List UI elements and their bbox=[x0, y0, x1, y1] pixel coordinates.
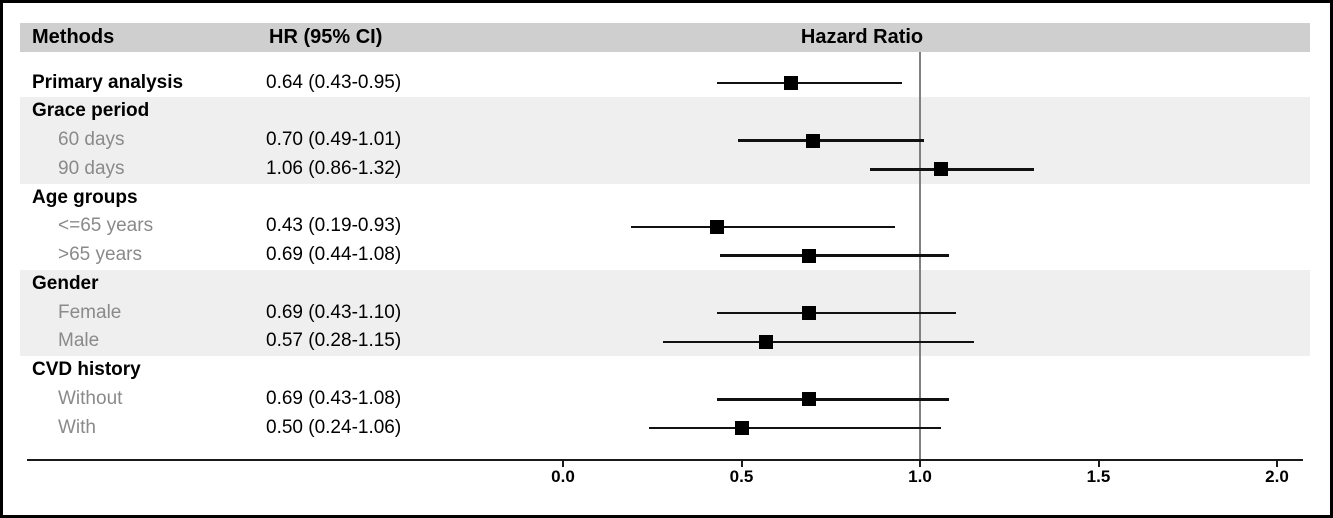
confidence-interval-line bbox=[737, 139, 924, 142]
axis-tick-label: 0.5 bbox=[729, 467, 754, 486]
axis-tick bbox=[919, 459, 921, 467]
point-estimate-marker bbox=[802, 306, 817, 320]
row-label-subgroup: <=65 years bbox=[58, 215, 154, 237]
row-label-subgroup: Without bbox=[58, 387, 123, 409]
point-estimate-marker bbox=[709, 219, 724, 234]
confidence-interval-line bbox=[648, 426, 942, 430]
axis-tick-label: 1.5 bbox=[1086, 467, 1111, 486]
row-shading-band bbox=[20, 126, 1310, 155]
row-label-group: Age groups bbox=[32, 186, 138, 208]
row-label-group: CVD history bbox=[32, 359, 141, 381]
point-estimate-marker bbox=[805, 133, 820, 148]
column-header-methods: Methods bbox=[32, 26, 115, 48]
row-shading-band bbox=[20, 269, 1310, 299]
axis-tick bbox=[740, 459, 743, 467]
hr-ci-value: 0.70 (0.49-1.01) bbox=[266, 129, 402, 151]
hr-ci-value: 0.57 (0.28-1.15) bbox=[266, 330, 402, 352]
row-label-group: Grace period bbox=[32, 100, 150, 122]
x-axis bbox=[27, 459, 1303, 461]
confidence-interval-line bbox=[716, 311, 956, 315]
axis-tick bbox=[1276, 459, 1278, 467]
chart-title: Hazard Ratio bbox=[800, 26, 924, 48]
axis-tick-label: 0.0 bbox=[551, 467, 575, 486]
hr-ci-value: 0.50 (0.24-1.06) bbox=[266, 416, 402, 438]
confidence-interval-line bbox=[870, 168, 1035, 171]
axis-tick bbox=[1097, 459, 1100, 467]
confidence-interval-line bbox=[662, 340, 974, 343]
point-estimate-marker bbox=[784, 76, 799, 90]
row-label-group: Primary analysis bbox=[32, 71, 184, 93]
row-label-group: Gender bbox=[32, 272, 99, 294]
point-estimate-marker bbox=[734, 421, 749, 435]
hr-ci-value: 1.06 (0.86-1.32) bbox=[266, 157, 402, 179]
hr-ci-value: 0.69 (0.43-1.08) bbox=[266, 387, 402, 409]
row-label-subgroup: 60 days bbox=[58, 129, 125, 151]
point-estimate-marker bbox=[802, 248, 817, 263]
axis-tick bbox=[562, 459, 564, 467]
row-label-subgroup: 90 days bbox=[58, 157, 125, 179]
column-header-hr-ci: HR (95% CI) bbox=[269, 26, 383, 48]
row-shading-band bbox=[20, 97, 1310, 127]
table-header: Methods HR (95% CI) Hazard Ratio bbox=[20, 23, 1310, 52]
row-label-subgroup: With bbox=[58, 416, 96, 438]
axis-tick-label: 2.0 bbox=[1265, 467, 1289, 486]
point-estimate-marker bbox=[759, 334, 774, 349]
confidence-interval-line bbox=[630, 225, 895, 228]
hr-ci-value: 0.69 (0.44-1.08) bbox=[266, 244, 402, 266]
confidence-interval-line bbox=[716, 398, 949, 401]
row-shading-band bbox=[20, 154, 1310, 184]
row-shading-band bbox=[20, 298, 1310, 328]
point-estimate-marker bbox=[802, 392, 817, 407]
plot-area: Primary analysis 0.64 (0.43-0.95) Grace pe… bbox=[3, 3, 1330, 515]
confidence-interval-line bbox=[720, 254, 949, 257]
row-label-subgroup: Female bbox=[58, 301, 122, 323]
row-label-subgroup: >65 years bbox=[58, 244, 142, 266]
point-estimate-marker bbox=[934, 162, 949, 177]
confidence-interval-line bbox=[716, 81, 903, 85]
axis-tick-label: 1.0 bbox=[908, 467, 932, 486]
row-label-subgroup: Male bbox=[58, 330, 100, 352]
hr-ci-value: 0.43 (0.19-0.93) bbox=[266, 215, 402, 237]
hr-ci-value: 0.64 (0.43-0.95) bbox=[266, 71, 402, 93]
hr-ci-value: 0.69 (0.43-1.10) bbox=[266, 301, 402, 323]
